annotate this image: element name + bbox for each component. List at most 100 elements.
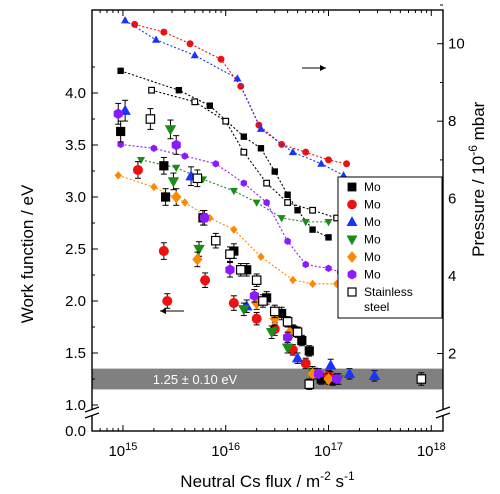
wf-point [228, 298, 239, 309]
y2-axis-label: Pressure / 10-6 mbar [466, 101, 488, 257]
x-axis-label: Neutral Cs flux / m-2 s-1 [180, 469, 355, 491]
pressure-point [284, 237, 291, 245]
wf-point [193, 244, 205, 256]
pressure-point [190, 51, 199, 59]
y-tick-label: 3.0 [65, 189, 86, 206]
work-function-series [113, 99, 427, 390]
pressure-line [120, 143, 341, 273]
pressure-line [134, 23, 347, 165]
legend-marker [347, 182, 357, 192]
wf-point [292, 327, 303, 337]
pressure-point [181, 152, 189, 160]
pressure-point [271, 168, 278, 175]
axis-break-mark [84, 406, 100, 413]
legend-marker [347, 287, 357, 297]
pressure-point [117, 67, 124, 75]
axis-break-gap [436, 410, 450, 416]
wf-point [332, 373, 342, 385]
y-tick-label: 4.0 [65, 85, 86, 102]
pressure-point [301, 218, 310, 227]
wf-point [159, 161, 169, 171]
pressure-point [289, 275, 297, 285]
y2-tick-label: 8 [448, 113, 456, 130]
wf-point [167, 177, 180, 188]
wf-point [171, 190, 182, 204]
pressure-point [325, 156, 332, 164]
y-axis-label: Work function / eV [18, 184, 37, 323]
x-tick-label: 1017 [314, 441, 343, 460]
wf-point [283, 332, 293, 343]
pressure-point [294, 207, 301, 214]
pressure-line [124, 20, 377, 192]
pressure-point [237, 82, 245, 90]
wf-point [291, 352, 304, 363]
pressure-point [181, 198, 189, 207]
wf-arrow-head [160, 308, 166, 314]
pressure-point [131, 20, 139, 28]
pressure-point [186, 40, 194, 48]
axis-break-mark [435, 406, 451, 413]
wf-point [251, 313, 262, 324]
legend-marker [346, 216, 358, 227]
wf-point [225, 264, 235, 276]
pressure-point [230, 225, 238, 234]
pressure-point [229, 187, 238, 196]
wf-point [251, 275, 262, 285]
y-tick-label: 2.5 [65, 241, 86, 258]
wf-point [192, 173, 203, 184]
pressure-point [302, 148, 310, 156]
pressure-point [121, 16, 130, 24]
pressure-point [212, 160, 219, 168]
wf-point [199, 212, 209, 224]
legend-label: Mo [364, 215, 381, 229]
pressure-point [191, 98, 199, 106]
wf-point [200, 275, 211, 286]
wf-point [249, 290, 259, 302]
pressure-point [288, 147, 297, 156]
axes [84, 4, 451, 432]
legend-label: Stainless steel [364, 285, 413, 314]
axis-break-gap [85, 410, 99, 416]
pressure-point [172, 164, 181, 172]
pressure-point [233, 74, 242, 82]
legend-label: Mo [364, 250, 381, 264]
wf-point [304, 379, 315, 389]
pressure-point [325, 264, 332, 273]
wf-point [164, 125, 177, 136]
wf-point [116, 126, 126, 137]
legend-marker [347, 269, 357, 280]
pressure-point [150, 182, 158, 192]
pressure-point [257, 252, 265, 261]
pressure-point [160, 28, 168, 36]
y-tick-label: 0.0 [65, 423, 86, 440]
axis-break-mark [435, 412, 451, 419]
wf-point [282, 317, 293, 327]
y2-tick-label: 10 [448, 36, 465, 53]
pressure-point [324, 218, 333, 227]
legend-marker [346, 235, 358, 246]
wf-point [313, 368, 324, 380]
wf-point [145, 114, 156, 124]
pressure-point [117, 140, 124, 149]
x-tick-label: 1016 [211, 441, 240, 460]
pressure-point [284, 191, 291, 198]
pressure-point [136, 156, 146, 165]
pressure-point [148, 86, 155, 94]
legend-label: Mo [364, 268, 381, 282]
pressure-point [217, 55, 225, 63]
wf-point [162, 295, 173, 307]
wf-point [171, 139, 181, 151]
legend: Mo Mo Mo Mo Mo Mo Stainless steel [337, 176, 443, 319]
y2-tick-label: 2 [448, 346, 456, 363]
y2-tick-label: 6 [448, 191, 456, 208]
wf-point [210, 235, 221, 246]
pressure-point [175, 87, 183, 94]
wf-point [281, 343, 294, 354]
wf-point [304, 346, 314, 356]
pressure-line [120, 70, 329, 238]
wf-point [269, 306, 280, 317]
wf-point [416, 374, 427, 384]
y2-tick-label: 4 [448, 268, 456, 285]
pressure-point [263, 179, 271, 187]
pressure-point [114, 171, 122, 180]
